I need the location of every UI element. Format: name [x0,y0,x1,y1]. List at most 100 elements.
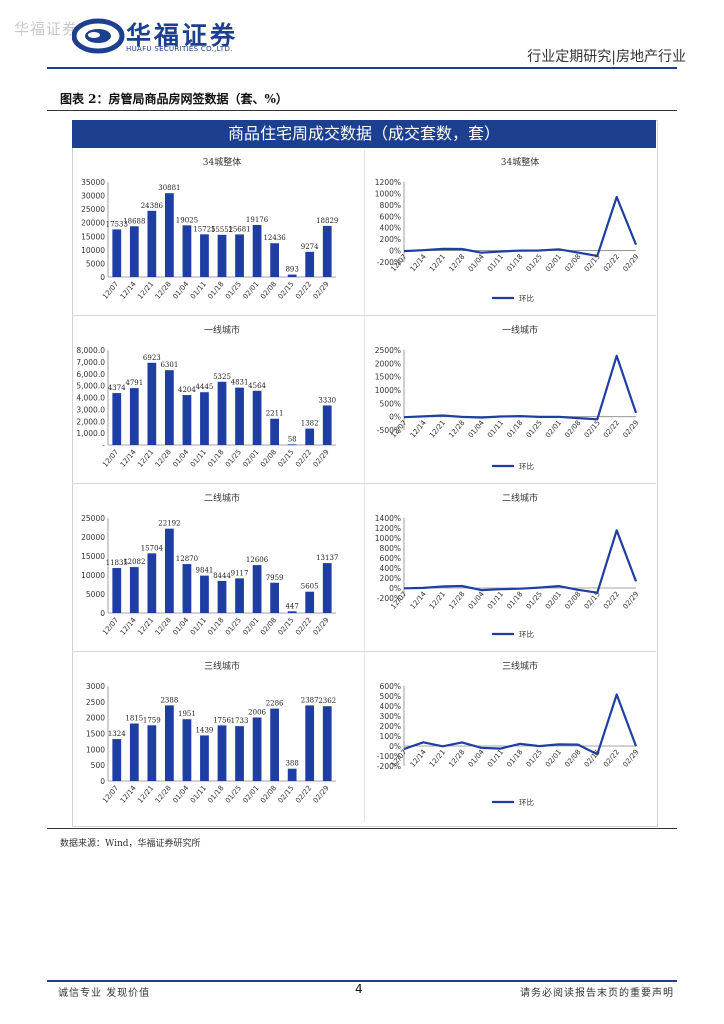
x-tick-label: 01/11 [486,590,505,611]
x-tick-label: 02/15 [277,280,296,301]
data-label: 1439 [196,726,214,734]
x-tick-label: 01/25 [525,748,544,769]
y-tick-label: -200% [377,258,401,267]
x-tick-label: 02/15 [277,616,296,637]
data-label: 5605 [301,583,319,591]
bar [287,274,297,277]
y-tick-label: 1500% [375,373,401,382]
x-tick-label: 12/14 [119,448,138,469]
x-tick-label: 12/14 [409,418,428,439]
x-tick-label: 02/22 [294,448,313,469]
y-tick-label: -200% [377,762,401,771]
data-label: 2362 [318,697,336,705]
chart-title: 34城整体 [203,156,241,168]
x-tick-label: 02/08 [563,419,582,440]
y-tick-label: 8,000.0 [76,346,105,355]
data-source: 数据来源：Wind，华福证券研究所 [60,839,201,849]
y-tick-label: 0 [100,273,105,282]
y-tick-label: 15000 [81,232,105,241]
y-tick-label: -500% [377,426,401,435]
y-tick-label: 300% [380,712,401,721]
data-label: 6923 [143,354,161,362]
x-tick-label: 02/01 [242,280,261,301]
bar [165,370,174,445]
y-tick-label: 2000% [375,359,401,368]
bar [287,611,297,613]
data-label: 1951 [178,710,196,718]
y-tick-label: 400% [380,702,401,711]
y-tick-label: -200% [377,594,401,603]
data-label: 12436 [263,234,286,242]
x-tick-label: 12/14 [409,590,428,611]
legend-label: 环比 [519,797,534,807]
y-tick-label: 600% [380,682,401,691]
y-tick-label: 35000 [81,178,105,187]
x-tick-label: 01/25 [525,253,544,274]
footer-rule [47,980,677,982]
line-chart-tier3: 三线城市 600%500%400%300%200%100%0%-100%-200%… [377,660,641,807]
x-tick-label: 12/14 [409,252,428,273]
bar [200,234,209,277]
x-tick-label: 12/21 [428,253,447,274]
x-tick-label: 01/11 [189,280,208,301]
chart-title: 二线城市 [204,492,240,504]
bar [129,388,139,445]
bar [287,768,297,781]
data-label: 1756 [213,716,231,724]
report-type: 行业定期研究|房地产行业 [527,49,686,65]
y-tick-label: 7,000.0 [76,358,105,367]
y-tick-label: 2,000.0 [76,417,105,426]
y-tick-label: 400% [380,224,401,233]
data-label: 1324 [108,730,126,738]
y-tick-label: 15000 [81,552,105,561]
data-label: 15704 [141,544,164,552]
bar-chart-tier3: 三线城市 3000 2500 2000 1500 1000 500 0 1324 12/07 181… [86,660,336,805]
data-label: 1815 [125,715,143,723]
chart-title: 二线城市 [502,492,538,504]
y-tick-label: 30000 [81,192,105,201]
y-tick-label: 0 [100,777,105,786]
y-tick-label: - [102,441,105,450]
x-tick-label: 01/18 [206,448,225,469]
bar [252,224,262,277]
y-tick-label: 500% [380,692,401,701]
x-tick-label: 01/18 [206,280,225,301]
x-tick-label: 01/11 [486,419,505,440]
data-label: 18829 [316,217,338,225]
bar [305,705,315,781]
y-tick-label: 1400% [375,514,401,523]
data-label: 8444 [213,572,231,580]
bar [322,405,332,445]
y-tick-label: 2000 [86,714,105,723]
x-tick-label: 12/28 [447,253,466,274]
bar [217,381,227,445]
x-tick-label: 01/25 [525,419,544,440]
bar [305,251,315,277]
bar [287,444,297,445]
data-label: 4791 [125,379,143,387]
y-tick-label: 0% [389,247,401,256]
data-label: 2387 [301,696,319,704]
y-tick-label: 0% [389,413,401,422]
bar [147,553,157,613]
y-tick-label: 400% [380,564,401,573]
data-label: 17533 [106,220,128,228]
x-tick-label: 02/15 [583,590,602,611]
data-label: 9117 [231,569,249,577]
x-tick-label: 02/15 [583,419,602,440]
bar [235,387,244,445]
data-label: 447 [285,602,298,610]
x-tick-label: 02/15 [277,448,296,469]
x-tick-label: 02/01 [242,784,261,805]
x-tick-label: 01/11 [486,253,505,274]
bar [112,393,122,445]
y-tick-label: 200% [380,235,401,244]
x-tick-label: 01/04 [467,252,486,273]
x-tick-label: 02/08 [563,253,582,274]
x-tick-label: 02/08 [259,616,278,637]
y-tick-label: 3000 [86,682,105,691]
bar [217,234,227,277]
y-tick-label: 2500 [86,698,105,707]
x-tick-label: 02/01 [544,419,563,440]
x-tick-label: 02/22 [602,419,621,440]
